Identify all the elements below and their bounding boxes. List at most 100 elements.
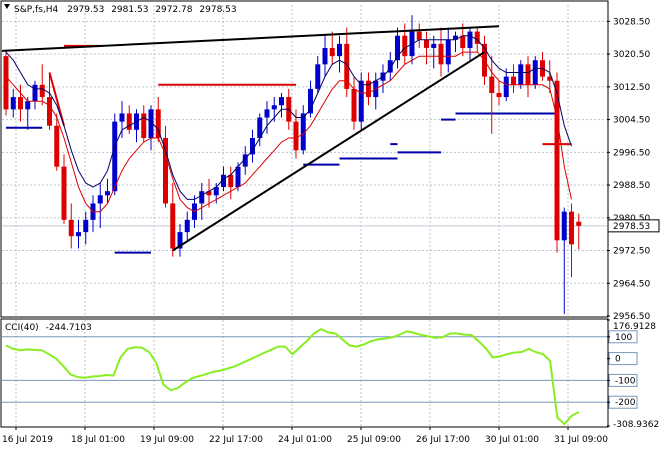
svg-text:S&P,fs,H4 2979.53: S&P,fs,H4 2979.53 2981.53 2972.78 2978.5… [14,5,237,15]
candle-body [525,64,531,85]
candle-body [329,47,335,57]
candle-body [300,113,306,151]
candle-body [155,109,161,138]
price-tick-label: 3028.50 [613,17,650,27]
candle-body [308,88,313,114]
candle-body [242,154,248,167]
candle-body [424,39,429,48]
candle-body [54,125,60,167]
cci-level-badge [608,352,638,366]
cci-header: CCI(40) -244.7103 [5,323,92,333]
candle-body [163,137,168,204]
candle-body [177,232,183,249]
candle-body [206,191,212,196]
candle-body [518,64,524,85]
current-price-badge [607,219,660,233]
time-tick-label: 30 Jul 01:00 [485,435,539,445]
main-header: S&P,fs,H4 2979.53 2981.53 2972.78 2978.5… [4,4,237,15]
candle-body [460,35,466,48]
red-moving-average [5,51,572,213]
cci-tick-label: -100 [615,376,636,386]
candle-body [170,203,176,249]
candle-body [351,88,357,122]
level-line [48,72,65,126]
candle-body [366,80,371,98]
candle-body [32,84,38,102]
candle-body [445,39,451,65]
candle-body [576,221,582,226]
header-low: 2972.78 [155,5,192,15]
cci-line [5,327,580,426]
time-tick-label: 16 Jul 2019 [2,435,53,445]
candle-body [474,31,480,44]
candle-body [496,92,502,98]
navy-moving-average [5,35,572,200]
main-panel-frame [0,0,609,318]
header-open: 2979.53 [67,5,104,15]
level-lines [6,44,572,254]
candle-body [39,84,45,98]
trend-lines [1,25,500,252]
candle-body [402,35,408,57]
candle-body [387,60,393,73]
price-tick-label: 2956.50 [613,312,650,322]
candle-body [271,105,277,110]
candle-body [358,80,364,122]
overlay-lines [5,35,572,213]
candle-body [83,219,89,233]
time-tick-label: 26 Jul 17:00 [416,435,470,445]
candle-body [10,97,16,110]
candle-body [279,97,284,106]
cci-tick-label: 176.9128 [613,322,656,332]
candle-body [489,76,495,93]
candle-body [199,191,205,204]
cci-panel-frame [0,318,609,428]
candle-body [315,64,321,89]
candle-body [453,35,458,40]
cci-tick-label: 0 [615,355,621,365]
time-tick-label: 19 Jul 09:00 [140,435,194,445]
header-close: 2978.53 [199,5,236,15]
candle-body [97,195,103,204]
candle-body [3,56,9,110]
upper-trend-line [1,25,500,52]
candle-body [250,137,255,155]
candle-body [532,60,538,85]
time-tick-label: 24 Jul 01:00 [278,435,332,445]
candle-body [119,113,125,122]
candle-body [25,101,31,110]
candle-body [438,43,444,65]
cci-name: CCI(40) [5,323,39,333]
candle-body [467,31,473,48]
candle-body [503,76,509,98]
candle-body [105,191,110,196]
candle-body [47,97,52,126]
grid [2,5,607,426]
candle-body [416,31,422,40]
price-tick-label: 3020.50 [613,50,650,60]
candle-body [293,121,299,151]
candle-body [337,43,342,57]
time-tick-label: 18 Jul 01:00 [71,435,125,445]
time-tick-label: 22 Jul 17:00 [209,435,263,445]
candle-body [184,219,190,233]
candle-body [68,219,74,237]
candle-body [257,117,263,138]
price-axis: 3028.50 3020.50 3012.50 3004.50 2996.50 2988.… [607,17,660,322]
candle-body [561,211,567,241]
collapse-triangle-icon[interactable] [4,4,10,9]
price-tick-label: 2980.50 [613,214,650,224]
cci-value: -244.7103 [46,323,92,333]
candle-body [264,109,270,118]
lower-trend-line [172,51,486,252]
candle-body [395,35,400,61]
candle-body [61,166,67,220]
time-tick-label: 31 Jul 09:00 [554,435,608,445]
cci-tick-label: 100 [615,333,632,343]
candle-body [235,166,241,188]
cci-tick-label: -308.9362 [613,420,659,430]
price-tick-label: 2988.50 [613,181,650,191]
time-axis: 16 Jul 2019 18 Jul 01:00 19 Jul 09:00 22 Ju… [2,427,608,445]
